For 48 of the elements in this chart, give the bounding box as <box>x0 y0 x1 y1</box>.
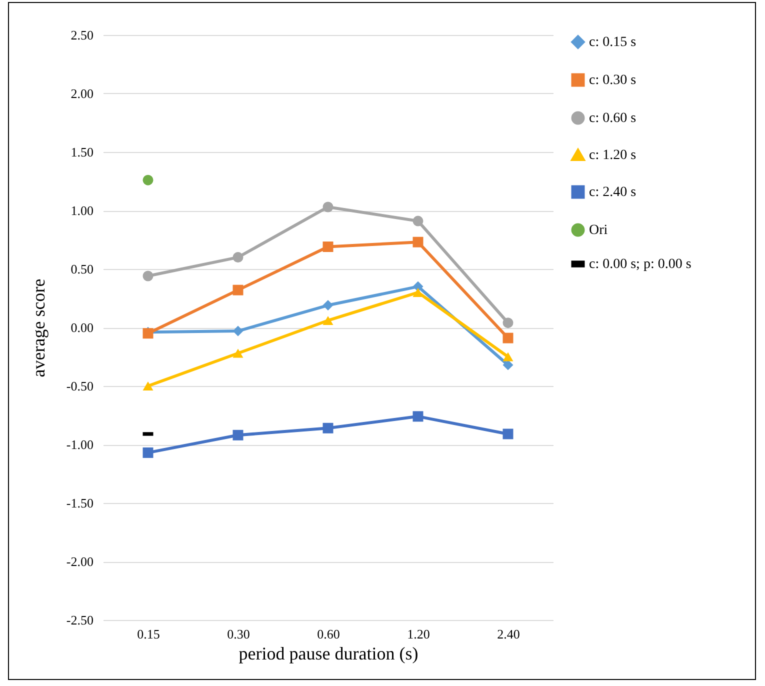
point <box>322 316 334 326</box>
point <box>232 284 244 296</box>
x-tick-label: 1.20 <box>407 626 430 642</box>
y-tick-label: 1.00 <box>70 203 94 218</box>
point <box>412 236 424 248</box>
x-tick-label: 0.15 <box>137 626 160 642</box>
y-axis-title: average score <box>28 278 48 378</box>
y-tick-label: -1.50 <box>66 496 94 510</box>
y-tick-label: 0.50 <box>70 262 94 276</box>
x-tick-label: 0.30 <box>227 626 250 642</box>
legend-label: c: 0.30 s <box>589 73 636 88</box>
y-tick-label: 2.50 <box>70 28 94 42</box>
x-tick-label: 2.40 <box>497 626 520 642</box>
point <box>502 428 514 440</box>
point <box>142 447 154 458</box>
y-tick-label: -2.50 <box>66 612 94 628</box>
x-axis-title: period pause duration (s) <box>238 644 418 664</box>
point <box>502 360 514 370</box>
point <box>502 352 514 362</box>
point <box>142 270 154 282</box>
y-tick-label: -1.00 <box>66 437 94 452</box>
y-tick-label: 2.00 <box>70 86 94 101</box>
y-tick-label: -2.00 <box>66 554 94 569</box>
point <box>322 242 334 252</box>
point <box>232 252 244 263</box>
x-tick-label: 0.60 <box>317 626 340 642</box>
point <box>322 202 334 212</box>
point <box>412 288 424 297</box>
legend-label: c: 1.20 s <box>589 148 636 163</box>
y-tick-label: 1.50 <box>70 144 94 160</box>
point <box>502 332 514 344</box>
point <box>232 430 244 440</box>
point <box>322 422 334 434</box>
legend-label: c: 2.40 s <box>589 185 636 200</box>
point <box>412 411 424 422</box>
legend-label: c: 0.00 s; p: 0.00 s <box>589 257 692 272</box>
point <box>232 348 244 358</box>
legend-label: c: 0.60 s <box>589 111 636 126</box>
y-tick-label: 0.00 <box>70 320 94 335</box>
legend-label: Ori <box>589 223 608 238</box>
legend-label: c: 0.15 s <box>589 35 636 50</box>
point <box>142 381 154 391</box>
point <box>232 326 244 336</box>
y-tick-label: -0.50 <box>66 378 94 394</box>
point <box>322 300 334 311</box>
point <box>502 318 514 328</box>
point <box>412 216 424 226</box>
point <box>142 174 154 186</box>
